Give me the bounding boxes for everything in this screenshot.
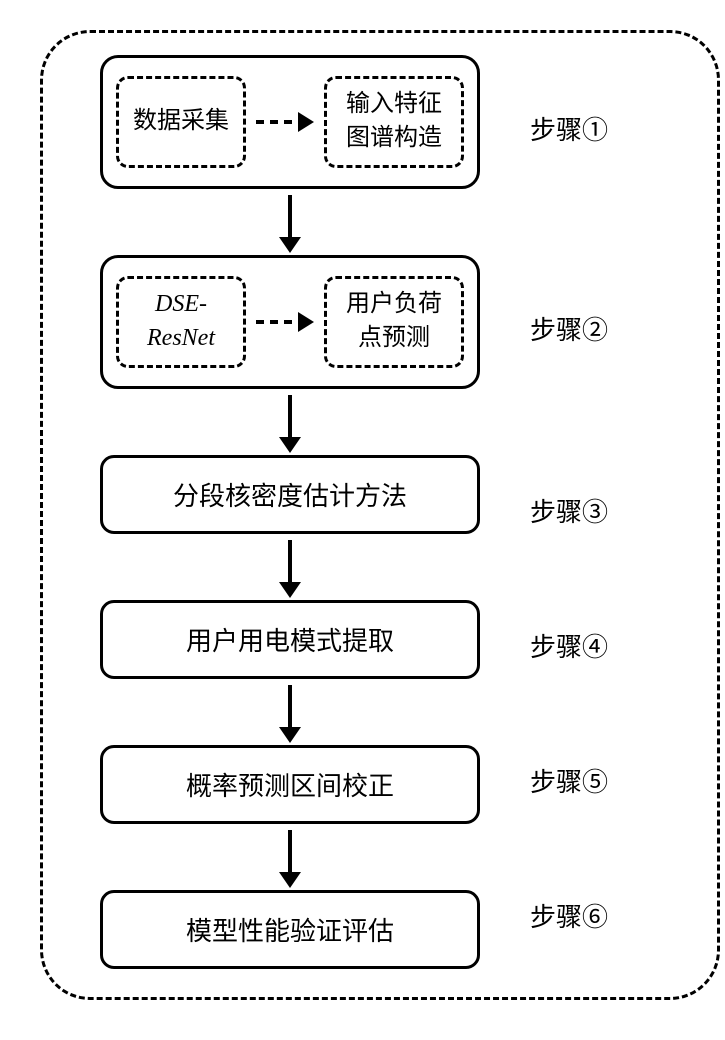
arrow-4-5 xyxy=(279,685,301,743)
step3-text: 分段核密度估计方法 xyxy=(173,476,407,513)
label-step1: 步骤① xyxy=(530,110,608,147)
step6-box: 模型性能验证评估 xyxy=(100,890,480,969)
step1-a-text: 数据采集 xyxy=(133,105,229,139)
step4-text: 用户用电模式提取 xyxy=(186,621,394,658)
dashed-arrow-1 xyxy=(256,112,314,132)
arrow-1-2 xyxy=(279,195,301,253)
step2-a-text: DSE- ResNet xyxy=(147,288,215,355)
step2-inner-a: DSE- ResNet xyxy=(116,276,246,368)
step5-text: 概率预测区间校正 xyxy=(186,766,394,803)
label-step2: 步骤② xyxy=(530,310,608,347)
dashed-arrow-2 xyxy=(256,312,314,332)
arrow-5-6 xyxy=(279,830,301,888)
diagram-canvas: 数据采集 输入特征 图谱构造 DSE- ResNet xyxy=(20,20,705,1020)
arrow-2-3 xyxy=(279,395,301,453)
step2-inner-b: 用户负荷 点预测 xyxy=(324,276,464,368)
step6-text: 模型性能验证评估 xyxy=(186,911,394,948)
label-step3: 步骤③ xyxy=(530,492,608,529)
step2-box: DSE- ResNet 用户负荷 点预测 xyxy=(100,255,480,389)
label-step6: 步骤⑥ xyxy=(530,897,608,934)
step1-inner-b: 输入特征 图谱构造 xyxy=(324,76,464,168)
arrow-3-4 xyxy=(279,540,301,598)
label-step4: 步骤④ xyxy=(530,627,608,664)
step5-box: 概率预测区间校正 xyxy=(100,745,480,824)
label-step5: 步骤⑤ xyxy=(530,762,608,799)
step4-box: 用户用电模式提取 xyxy=(100,600,480,679)
step1-box: 数据采集 输入特征 图谱构造 xyxy=(100,55,480,189)
step2-b-text: 用户负荷 点预测 xyxy=(346,288,442,355)
step1-inner-a: 数据采集 xyxy=(116,76,246,168)
step1-b-text: 输入特征 图谱构造 xyxy=(346,88,442,155)
step3-box: 分段核密度估计方法 xyxy=(100,455,480,534)
flow-column: 数据采集 输入特征 图谱构造 DSE- ResNet xyxy=(80,55,500,969)
